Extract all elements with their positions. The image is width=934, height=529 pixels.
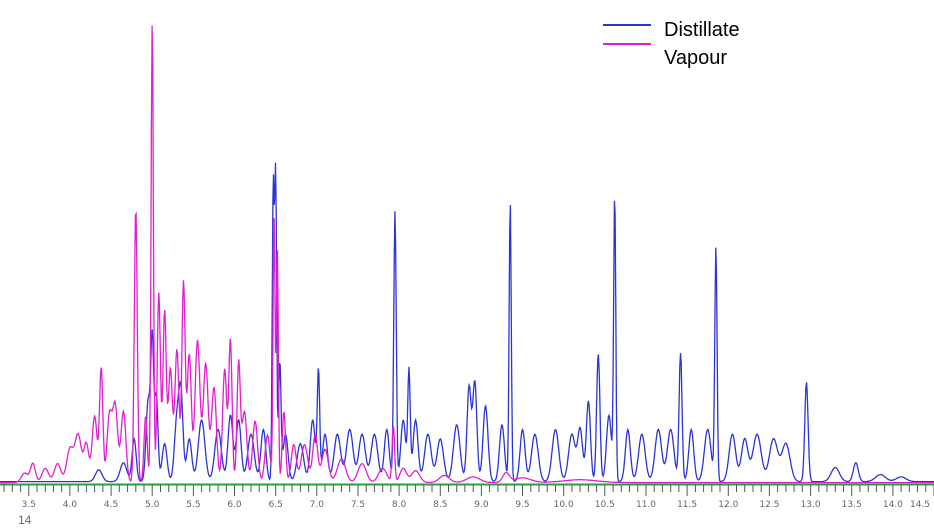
x-tick-label: 13.5 xyxy=(842,500,862,510)
x-tick-label: 8.0 xyxy=(392,500,407,510)
x-tick-label: 6.0 xyxy=(227,500,242,510)
x-tick-label: 7.5 xyxy=(351,500,365,510)
x-tick-label: 14.0 xyxy=(883,500,903,510)
x-tick-label: 4.5 xyxy=(104,500,118,510)
x-axis-ticks: 3.5 4.0 4.5 5.0 5.5 6.0 6.5 7.0 7.5 8.0 8.5 9.0 9.5 1… xyxy=(3,485,934,510)
x-tick-label: 8.5 xyxy=(433,500,447,510)
x-tick-label: 11.5 xyxy=(677,500,697,510)
legend-label-distillate: Distillate xyxy=(664,19,740,41)
x-tick-label: 4.0 xyxy=(63,500,78,510)
x-tick-label: 12.5 xyxy=(759,500,779,510)
x-tick-label: 10.0 xyxy=(554,500,574,510)
legend-label-vapour: Vapour xyxy=(664,47,727,69)
x-tick-label: 5.5 xyxy=(186,500,200,510)
legend: Distillate Vapour xyxy=(603,19,740,69)
x-tick-label: 9.5 xyxy=(515,500,529,510)
x-tick-label: 10.5 xyxy=(595,500,615,510)
series-layer xyxy=(0,25,934,484)
x-tick-label: 6.5 xyxy=(269,500,283,510)
x-tick-label: 7.0 xyxy=(310,500,325,510)
series-line-distillate xyxy=(0,162,934,483)
x-tick-label: 11.0 xyxy=(636,500,656,510)
x-tick-label: 12.0 xyxy=(718,500,738,510)
series-line-vapour xyxy=(0,25,934,484)
x-tick-label: 5.0 xyxy=(145,500,160,510)
x-tick-label: 9.0 xyxy=(474,500,489,510)
x-tick-label: 3.5 xyxy=(22,500,36,510)
x-tick-label: 13.0 xyxy=(801,500,821,510)
x-tick-label: 14.5 xyxy=(910,500,930,510)
footer-label: 14 xyxy=(18,513,32,527)
